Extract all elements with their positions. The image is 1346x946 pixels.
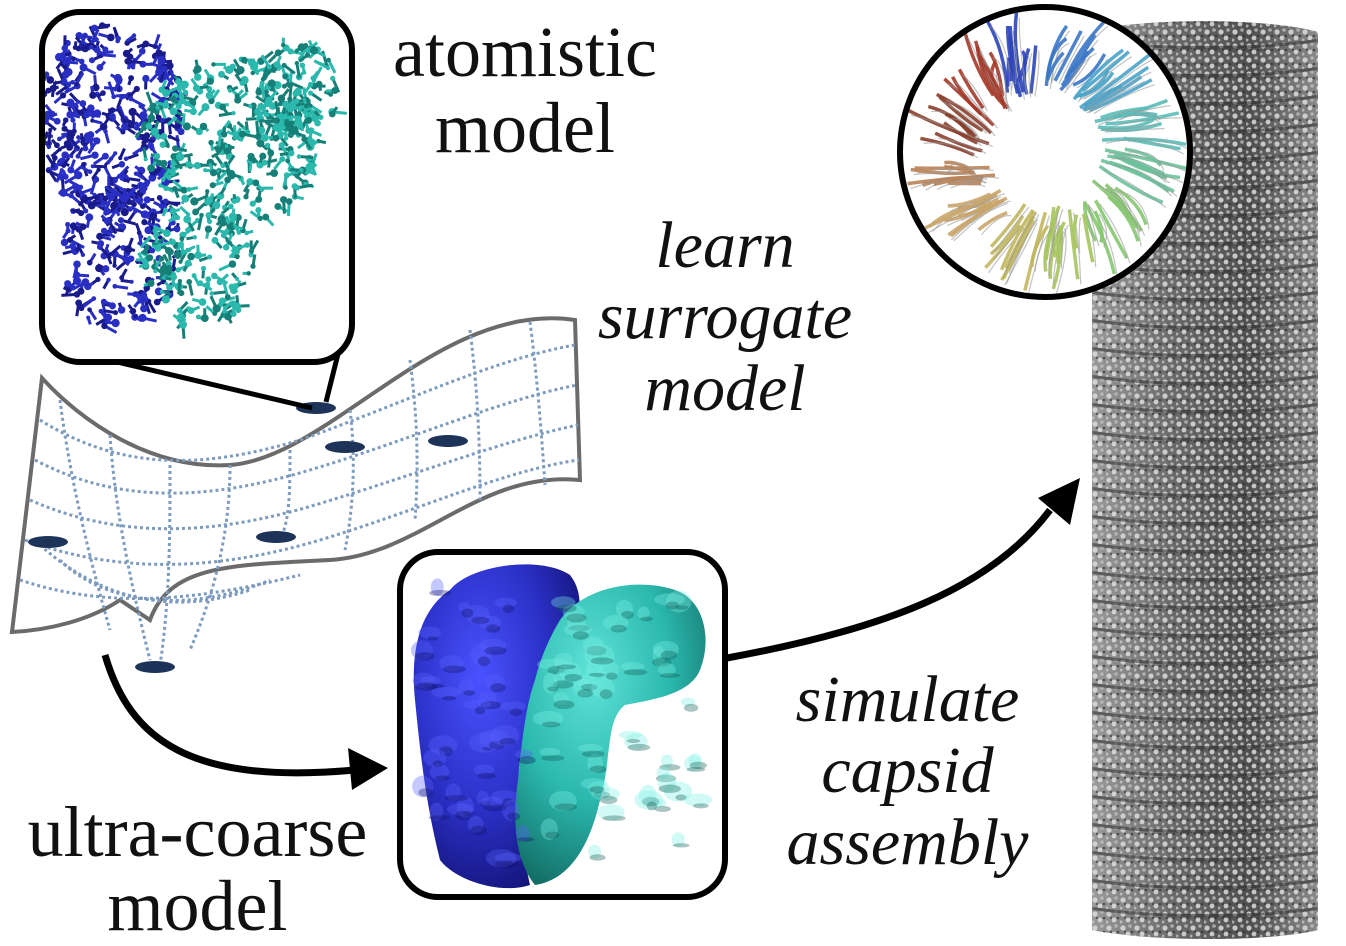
mesh-line <box>530 322 545 485</box>
learn-surrogate-label: learn surrogate model <box>555 210 895 424</box>
label-line: capsid <box>735 735 1080 806</box>
mesh-line <box>20 575 300 599</box>
minimum-marker <box>325 441 365 453</box>
minimum-marker <box>256 531 296 543</box>
simulate-assembly-label: simulate capsid assembly <box>735 664 1080 878</box>
atomistic-model-inset <box>28 12 352 362</box>
mesh-line <box>280 450 290 540</box>
arrowhead-coarse <box>348 748 388 790</box>
minimum-marker <box>135 661 175 673</box>
minimum-marker <box>428 435 468 447</box>
minimum-marker <box>28 536 68 548</box>
arrow-to-coarse-model <box>105 655 355 773</box>
label-line: learn <box>555 210 895 281</box>
label-line: model <box>555 353 895 424</box>
atomistic-model-label: atomistic model <box>360 16 690 164</box>
mesh-line <box>345 410 353 550</box>
label-line: assembly <box>735 807 1080 878</box>
label-line: surrogate <box>555 281 895 352</box>
ultra-coarse-label: ultra-coarse model <box>0 796 395 942</box>
ultra-coarse-model-inset <box>400 552 725 897</box>
label-line: ultra-coarse <box>0 796 395 868</box>
mesh-line <box>25 460 579 564</box>
label-line: atomistic <box>360 16 690 88</box>
ribbon-protein-ring-inset <box>900 7 1191 297</box>
label-line: model <box>360 92 690 164</box>
label-line: model <box>0 870 395 942</box>
mesh-line <box>190 465 230 650</box>
label-line: simulate <box>735 664 1080 735</box>
arrow-to-capsid <box>727 510 1050 658</box>
mesh-line <box>410 360 417 520</box>
mesh-line <box>110 435 150 660</box>
